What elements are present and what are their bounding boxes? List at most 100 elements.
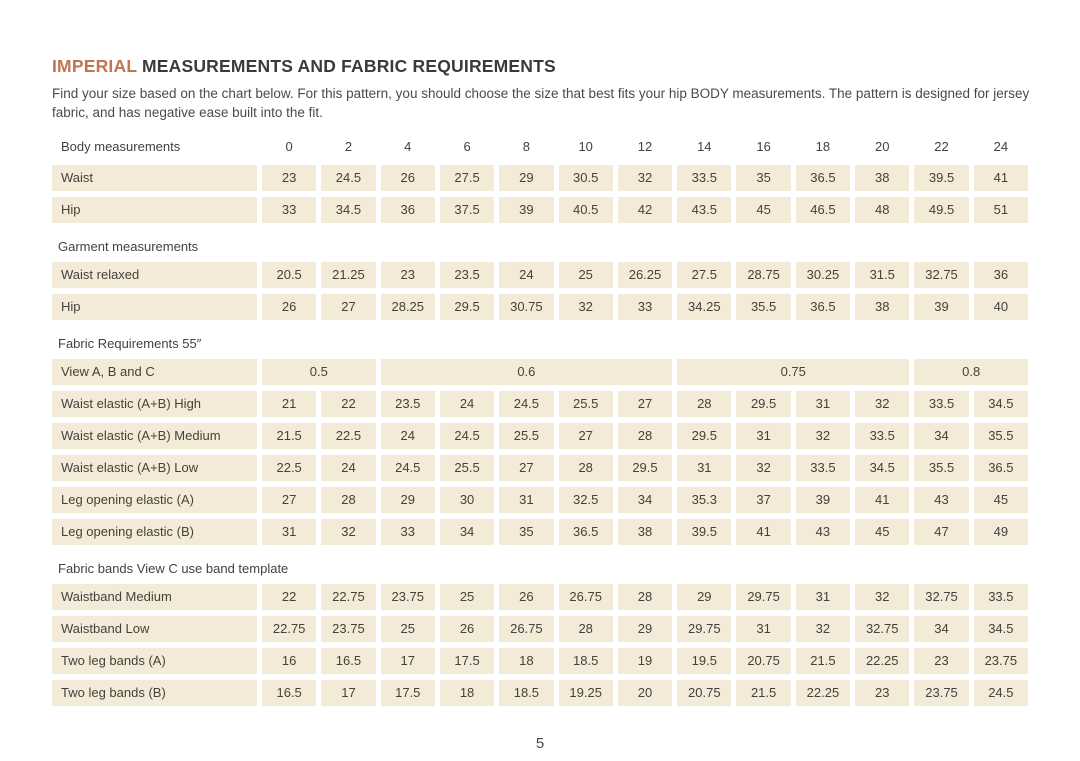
value-cell: 26: [380, 165, 435, 192]
value-cell: 31: [736, 423, 791, 450]
value-cell: 34.5: [855, 455, 910, 482]
table-row: Waist elastic (A+B) Medium 21.5 22.5 24 24.5…: [52, 423, 1028, 450]
value-cell: 17.5: [439, 648, 495, 675]
value-cell: 24.5: [499, 391, 554, 418]
value-cell: 18.5: [558, 648, 613, 675]
value-cell: 33.5: [973, 584, 1028, 611]
table-row: View A, B and C 0.5 0.6 0.75 0.8: [52, 359, 1028, 386]
value-cell: 22.25: [855, 648, 910, 675]
value-cell: 32.75: [914, 584, 969, 611]
value-cell: 21.5: [736, 680, 791, 707]
value-cell: 29: [499, 165, 554, 192]
value-cell: 28: [677, 391, 732, 418]
page-title-highlight: IMPERIAL: [52, 56, 137, 76]
value-cell: 33: [617, 294, 673, 321]
value-cell: 32: [558, 294, 613, 321]
value-cell: 28: [558, 455, 613, 482]
size-header-cell: 4: [404, 139, 412, 155]
value-cell: 40.5: [558, 197, 613, 224]
value-cell: 37: [736, 487, 791, 514]
value-cell: 29: [677, 584, 732, 611]
value-cell: 25: [558, 262, 613, 289]
value-cell: 37.5: [439, 197, 495, 224]
value-cell: 27: [617, 391, 673, 418]
value-cell: 36.5: [558, 519, 613, 546]
value-cell: 29.5: [617, 455, 673, 482]
value-cell: 27: [499, 455, 554, 482]
size-header-cell: 8: [522, 139, 530, 155]
page-title: IMPERIAL MEASUREMENTS AND FABRIC REQUIRE…: [52, 56, 1028, 77]
value-cell: 23: [380, 262, 435, 289]
value-cell: 21: [262, 391, 317, 418]
value-cell: 27.5: [677, 262, 732, 289]
value-cell: 34: [617, 487, 673, 514]
value-cell: 38: [855, 294, 910, 321]
value-cell: 47: [914, 519, 969, 546]
value-cell: 35: [499, 519, 554, 546]
intro-paragraph: Find your size based on the chart below.…: [52, 86, 1030, 121]
row-label: Hip: [52, 197, 257, 224]
value-cell: 45: [973, 487, 1028, 514]
value-cell: 31: [499, 487, 554, 514]
value-cell: 24: [380, 423, 435, 450]
value-cell: 32.75: [914, 262, 969, 289]
measurement-table: Body measurements 0 2 4 6 8 10 12 14 16 18 20 22 24 Wa…: [52, 134, 1028, 707]
value-cell: 32.5: [558, 487, 613, 514]
size-header-cell: 24: [993, 139, 1009, 155]
value-cell: 23: [914, 648, 969, 675]
page-title-rest: MEASUREMENTS AND FABRIC REQUIREMENTS: [136, 56, 556, 76]
size-header-cell: 16: [756, 139, 771, 155]
value-cell: 29.5: [736, 391, 791, 418]
value-cell: 20.75: [677, 680, 732, 707]
value-cell: 36: [973, 262, 1028, 289]
value-cell: 31: [262, 519, 317, 546]
value-cell: 25.5: [499, 423, 554, 450]
value-cell: 29.75: [677, 616, 732, 643]
value-cell: 29: [380, 487, 435, 514]
value-cell: 29.75: [736, 584, 791, 611]
value-cell: 32: [795, 616, 851, 643]
value-cell: 31: [795, 584, 851, 611]
value-cell: 31: [795, 391, 851, 418]
value-cell: 46.5: [795, 197, 851, 224]
value-cell: 34.25: [677, 294, 732, 321]
value-cell: 24: [439, 391, 495, 418]
value-cell: 28: [617, 584, 673, 611]
size-header-cell: 0: [285, 139, 293, 155]
value-cell: 18: [499, 648, 554, 675]
value-cell: 31.5: [855, 262, 910, 289]
value-cell: 24.5: [321, 165, 376, 192]
row-label: Two leg bands (A): [52, 648, 257, 675]
table-row: Leg opening elastic (B) 31 32 33 34 35 36.5 38 3…: [52, 519, 1028, 546]
value-cell: 39: [914, 294, 969, 321]
row-label: Waist relaxed: [52, 262, 257, 289]
value-cell: 26: [439, 616, 495, 643]
value-cell: 39: [795, 487, 851, 514]
value-cell: 23.75: [914, 680, 969, 707]
value-cell: 26.25: [617, 262, 673, 289]
value-cell: 34.5: [973, 616, 1028, 643]
table-row: Two leg bands (A) 16 16.5 17 17.5 18 18.5 19 19.…: [52, 648, 1028, 675]
value-cell: 32: [795, 423, 851, 450]
value-cell: 43.5: [677, 197, 732, 224]
value-cell: 41: [973, 165, 1028, 192]
row-label: Leg opening elastic (A): [52, 487, 257, 514]
value-cell: 36.5: [795, 165, 851, 192]
value-cell: 49: [973, 519, 1028, 546]
value-cell: 28.75: [736, 262, 791, 289]
value-cell: 31: [736, 616, 791, 643]
value-cell: 22.75: [321, 584, 376, 611]
table-row: Two leg bands (B) 16.5 17 17.5 18 18.5 19.25 20…: [52, 680, 1028, 707]
value-cell: 42: [617, 197, 673, 224]
row-label: Waist: [52, 165, 257, 192]
value-cell: 39: [499, 197, 554, 224]
value-cell: 24: [499, 262, 554, 289]
value-cell: 28: [558, 616, 613, 643]
value-cell: 30.75: [499, 294, 554, 321]
value-cell: 30: [439, 487, 495, 514]
value-cell: 28: [617, 423, 673, 450]
value-cell: 20.5: [262, 262, 317, 289]
table-row: Waistband Low 22.75 23.75 25 26 26.75 28 29 29.7…: [52, 616, 1028, 643]
value-cell: 38: [855, 165, 910, 192]
value-cell: 25.5: [439, 455, 495, 482]
